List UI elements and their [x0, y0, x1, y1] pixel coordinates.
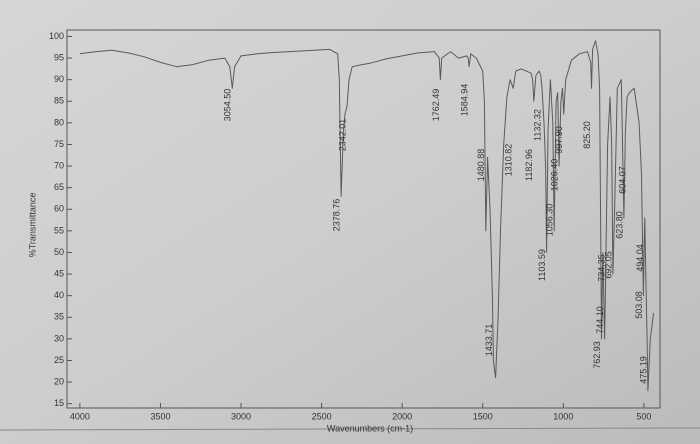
peak-label: 1132.32 — [532, 109, 542, 141]
y-tick-label: 80 — [54, 117, 64, 127]
y-tick-label: 60 — [54, 204, 64, 214]
x-tick-label: 3000 — [231, 411, 251, 421]
page-edge — [0, 427, 700, 431]
peak-label: 623.80 — [614, 211, 624, 239]
peak-label: 503.08 — [634, 291, 644, 319]
peak-label: 734.35 — [596, 254, 606, 282]
y-tick-label: 90 — [54, 74, 64, 84]
peak-label: 2378.76 — [331, 199, 341, 232]
y-tick-label: 25 — [54, 355, 64, 365]
y-tick-label: 55 — [54, 225, 64, 235]
y-tick-label: 95 — [54, 52, 64, 62]
peak-label: 997.90 — [554, 126, 564, 154]
peak-label: 1480.88 — [476, 149, 486, 182]
y-tick-label: 100 — [49, 31, 64, 41]
peak-label: 1433.71 — [484, 324, 494, 357]
y-axis-title: %Transmittance — [27, 193, 37, 258]
x-tick-label: 2500 — [312, 411, 332, 421]
peak-label: 825.20 — [582, 121, 592, 149]
x-axis-title: Wavenumbers (cm-1) — [327, 423, 413, 433]
y-tick-label: 85 — [54, 96, 64, 106]
plot-frame — [66, 29, 661, 409]
y-tick-label: 20 — [54, 376, 64, 386]
peak-label: 494.04 — [635, 244, 645, 272]
y-tick-label: 35 — [54, 312, 64, 322]
peak-label: 3054.50 — [223, 89, 233, 122]
x-tick-label: 1500 — [473, 411, 493, 421]
y-tick-label: 50 — [54, 247, 64, 257]
y-tick-label: 65 — [54, 182, 64, 192]
y-tick-label: 45 — [54, 268, 64, 278]
x-tick-label: 500 — [636, 411, 651, 421]
peak-label: 1762.49 — [431, 89, 441, 122]
peak-label: 1182.96 — [524, 149, 534, 181]
y-tick-label: 75 — [54, 139, 64, 149]
peak-label: 762.93 — [592, 341, 602, 369]
y-tick-label: 40 — [54, 290, 64, 300]
y-tick-label: 70 — [54, 160, 64, 170]
peak-label: 1310.82 — [504, 144, 514, 177]
y-tick-label: 15 — [54, 398, 64, 408]
peak-label: 692.05 — [603, 251, 613, 279]
peak-label: 1584.94 — [459, 84, 469, 117]
peak-label: 604.07 — [617, 166, 627, 194]
peak-label: 1056.30 — [545, 204, 555, 237]
x-tick-label: 1000 — [553, 411, 573, 421]
x-tick-label: 3500 — [150, 411, 170, 421]
peak-label: 1103.59 — [537, 249, 547, 281]
y-tick-label: 30 — [54, 333, 64, 343]
peak-label: 1026.40 — [549, 159, 559, 192]
peak-label: 2342.01 — [337, 119, 347, 152]
peak-label: 475.19 — [638, 356, 648, 384]
x-tick-label: 4000 — [70, 411, 90, 421]
peak-label: 744.10 — [595, 306, 605, 334]
x-tick-label: 2000 — [392, 411, 412, 421]
spectrum-line — [79, 40, 655, 392]
